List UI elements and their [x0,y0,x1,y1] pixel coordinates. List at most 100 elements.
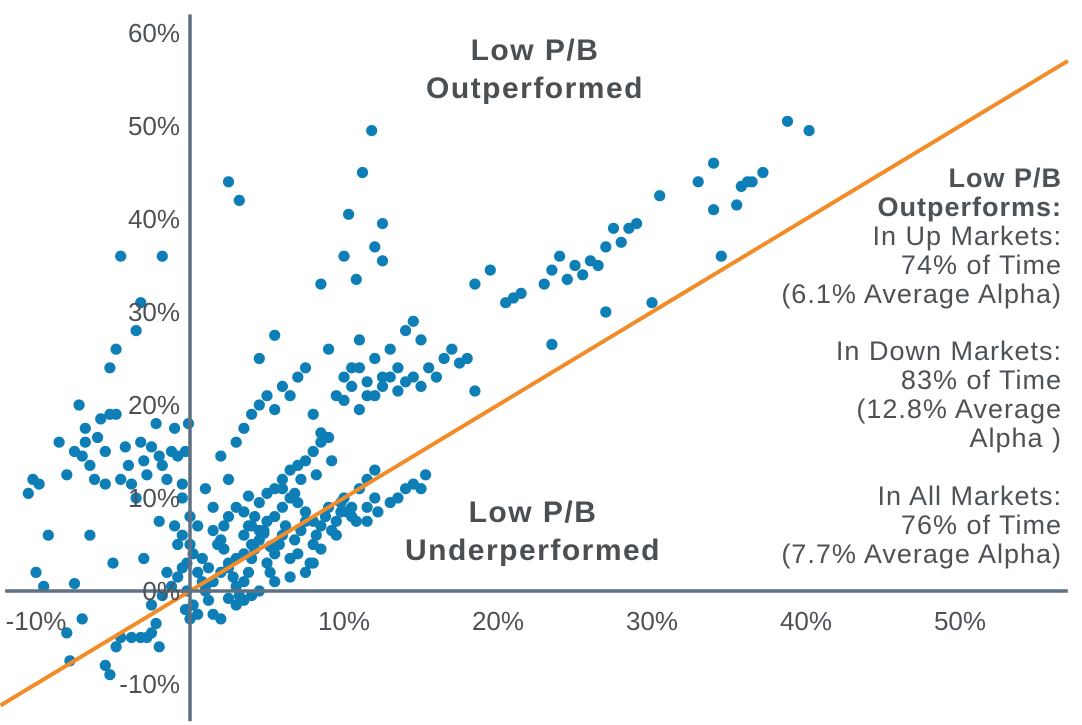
data-point-66 [156,590,168,602]
data-point-94 [238,576,250,588]
data-point-276 [276,483,288,495]
data-point-131 [269,483,281,495]
data-point-203 [469,278,481,290]
data-point-10 [79,436,91,448]
data-point-235 [803,125,815,137]
data-point-68 [172,571,184,583]
data-point-180 [392,362,404,374]
data-point-141 [230,436,242,448]
y-tick-label-0: -10% [119,669,180,699]
down-markets-heading: In Down Markets: [836,336,1062,366]
down-markets-alpha-line-2: Alpha ) [969,423,1062,453]
data-point-187 [192,520,204,532]
data-point-194 [343,208,355,220]
data-point-254 [230,599,242,611]
data-point-37 [176,478,188,490]
data-point-168 [438,352,450,365]
data-point-129 [253,497,265,509]
data-point-281 [238,529,250,541]
data-point-151 [307,408,319,420]
data-point-127 [238,506,250,518]
data-point-258 [350,515,362,527]
upper-region-label: Low P/B Outperformed [426,34,643,105]
data-point-67 [165,580,178,593]
data-point-59 [125,631,138,644]
lower-region-label: Low P/B Underperformed [405,496,660,567]
y-tick-label-4: 30% [128,297,180,327]
annotation-title-line-2: Outperforms: [877,192,1062,222]
data-point-162 [392,385,404,397]
data-point-146 [269,404,281,416]
data-point-237 [369,492,381,504]
data-point-103 [273,538,285,551]
data-point-182 [407,315,419,327]
up-markets-alpha: (6.1% Average Alpha) [781,279,1062,309]
data-point-35 [169,422,181,434]
data-point-28 [141,469,153,481]
data-point-142 [238,422,250,434]
upper-region-label-line-1: Low P/B [471,34,600,67]
data-point-260 [372,506,384,518]
data-point-208 [538,278,550,290]
data-point-220 [631,218,643,230]
data-point-42 [115,250,127,262]
data-point-62 [145,627,158,639]
data-point-210 [554,250,566,262]
data-point-139 [215,450,227,462]
data-point-184 [353,334,365,346]
data-point-43 [130,325,142,337]
data-point-249 [284,571,296,583]
data-point-12 [84,459,96,471]
data-point-228 [746,176,758,188]
y-tick-label-2: 10% [128,483,180,513]
data-point-278 [295,473,307,485]
data-point-155 [338,371,350,383]
data-point-29 [145,441,158,453]
data-point-232 [600,306,612,318]
data-point-16 [95,413,107,425]
data-point-150 [299,362,312,374]
performance-annotation: Low P/B Outperforms: In Up Markets: 74% … [781,163,1063,569]
data-point-176 [361,390,373,402]
data-point-172 [469,385,481,397]
data-point-135 [299,455,312,467]
data-point-166 [423,362,435,374]
data-point-32 [156,459,168,471]
data-point-72 [169,520,181,532]
data-point-30 [150,418,162,430]
data-point-209 [546,264,558,276]
data-point-113 [310,529,322,541]
data-point-178 [376,371,389,383]
data-point-143 [246,408,258,420]
data-point-284 [258,527,270,539]
data-point-22 [119,441,131,453]
data-point-84 [215,613,227,625]
data-point-25 [130,492,142,504]
data-point-175 [353,404,365,416]
data-point-277 [289,487,301,499]
data-point-64 [153,641,165,653]
data-point-248 [299,566,312,579]
data-point-265 [276,501,288,513]
data-point-215 [592,259,604,272]
data-point-242 [415,483,427,495]
data-point-79 [202,594,215,606]
data-point-230 [715,250,727,262]
data-point-290 [242,490,255,502]
y-tick-label-6: 50% [128,111,180,141]
data-point-91 [227,571,239,583]
data-point-52 [61,627,73,639]
data-point-224 [708,204,720,216]
x-tick-label-0: -10% [6,606,67,636]
data-point-185 [199,483,211,495]
data-point-33 [161,473,173,485]
data-point-171 [461,352,473,365]
annotation-title-line-1: Low P/B [949,163,1063,193]
data-point-250 [269,576,281,588]
data-point-179 [384,343,396,355]
data-point-200 [366,125,378,137]
data-point-156 [346,380,358,392]
data-point-202 [233,194,245,206]
data-point-199 [376,255,389,267]
y-tick-label-1: 0% [142,576,180,606]
